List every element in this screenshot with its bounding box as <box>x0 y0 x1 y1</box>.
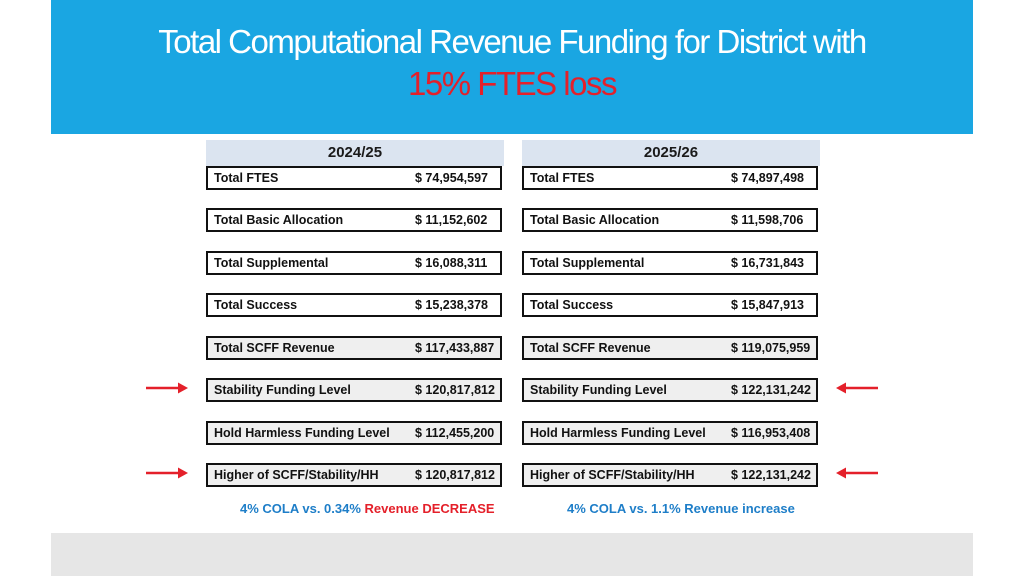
row-label: Higher of SCFF/Stability/HH <box>530 468 695 482</box>
row-label: Total Supplemental <box>214 256 329 270</box>
row-value: $ 15,238,378 <box>415 298 488 312</box>
arrow-left-icon <box>836 467 878 479</box>
row-value: $ 117,433,887 <box>415 341 495 355</box>
row-label: Total FTES <box>214 171 279 185</box>
row-value: $ 15,847,913 <box>731 298 804 312</box>
table-row-total-basic-allocation: Total Basic Allocation $ 11,598,706 <box>522 208 818 232</box>
row-label: Hold Harmless Funding Level <box>530 426 706 440</box>
note-decrease-text: Revenue DECREASE <box>364 501 495 516</box>
row-value: $ 16,088,311 <box>415 256 488 270</box>
row-label: Stability Funding Level <box>214 383 351 397</box>
table-row-total-scff-revenue: Total SCFF Revenue $ 119,075,959 <box>522 336 818 360</box>
row-value: $ 122,131,242 <box>731 383 811 397</box>
note-2025-26: 4% COLA vs. 1.1% Revenue increase <box>567 501 795 516</box>
row-label: Total Success <box>530 298 614 312</box>
row-label: Higher of SCFF/Stability/HH <box>214 468 379 482</box>
note-cola-text: 4% COLA vs. 1.1% Revenue increase <box>567 501 795 516</box>
row-value: $ 120,817,812 <box>415 468 495 482</box>
table-row-total-success: Total Success $ 15,238,378 <box>206 293 502 317</box>
table-row-higher-of-scff-stability-hh: Higher of SCFF/Stability/HH $ 122,131,24… <box>522 463 818 487</box>
table-row-stability-funding-level: Stability Funding Level $ 120,817,812 <box>206 378 502 402</box>
row-value: $ 120,817,812 <box>415 383 495 397</box>
row-value: $ 119,075,959 <box>731 341 811 355</box>
table-row-total-ftes: Total FTES $ 74,954,597 <box>206 166 502 190</box>
table-row-total-basic-allocation: Total Basic Allocation $ 11,152,602 <box>206 208 502 232</box>
table-row-total-supplemental: Total Supplemental $ 16,731,843 <box>522 251 818 275</box>
title-banner: Total Computational Revenue Funding for … <box>51 0 973 134</box>
row-label: Total Basic Allocation <box>530 213 660 227</box>
arrow-right-icon <box>146 467 188 479</box>
row-value: $ 74,897,498 <box>731 171 804 185</box>
arrow-right-icon <box>146 382 188 394</box>
row-label: Total Supplemental <box>530 256 645 270</box>
row-value: $ 11,152,602 <box>415 213 488 227</box>
row-label: Total SCFF Revenue <box>530 341 651 355</box>
row-value: $ 74,954,597 <box>415 171 488 185</box>
column-header-2024-25: 2024/25 <box>206 140 504 166</box>
table-row-total-ftes: Total FTES $ 74,897,498 <box>522 166 818 190</box>
row-label: Total FTES <box>530 171 595 185</box>
row-value: $ 112,455,200 <box>415 426 495 440</box>
page-subtitle: 15% FTES loss <box>408 65 617 102</box>
table-row-stability-funding-level: Stability Funding Level $ 122,131,242 <box>522 378 818 402</box>
note-cola-text: 4% COLA vs. 0.34% <box>240 501 365 516</box>
table-row-total-supplemental: Total Supplemental $ 16,088,311 <box>206 251 502 275</box>
row-value: $ 122,131,242 <box>731 468 811 482</box>
note-2024-25: 4% COLA vs. 0.34% Revenue DECREASE <box>240 501 495 516</box>
table-row-total-scff-revenue: Total SCFF Revenue $ 117,433,887 <box>206 336 502 360</box>
row-label: Hold Harmless Funding Level <box>214 426 390 440</box>
row-label: Stability Funding Level <box>530 383 667 397</box>
row-label: Total SCFF Revenue <box>214 341 335 355</box>
arrow-left-icon <box>836 382 878 394</box>
row-label: Total Success <box>214 298 298 312</box>
row-value: $ 116,953,408 <box>731 426 811 440</box>
column-header-2025-26: 2025/26 <box>522 140 820 166</box>
row-value: $ 11,598,706 <box>731 213 804 227</box>
table-row-total-success: Total Success $ 15,847,913 <box>522 293 818 317</box>
page-title: Total Computational Revenue Funding for … <box>158 23 867 60</box>
table-row-higher-of-scff-stability-hh: Higher of SCFF/Stability/HH $ 120,817,81… <box>206 463 502 487</box>
table-row-hold-harmless-funding-level: Hold Harmless Funding Level $ 116,953,40… <box>522 421 818 445</box>
row-label: Total Basic Allocation <box>214 213 344 227</box>
footer-band <box>51 533 973 576</box>
row-value: $ 16,731,843 <box>731 256 804 270</box>
table-row-hold-harmless-funding-level: Hold Harmless Funding Level $ 112,455,20… <box>206 421 502 445</box>
